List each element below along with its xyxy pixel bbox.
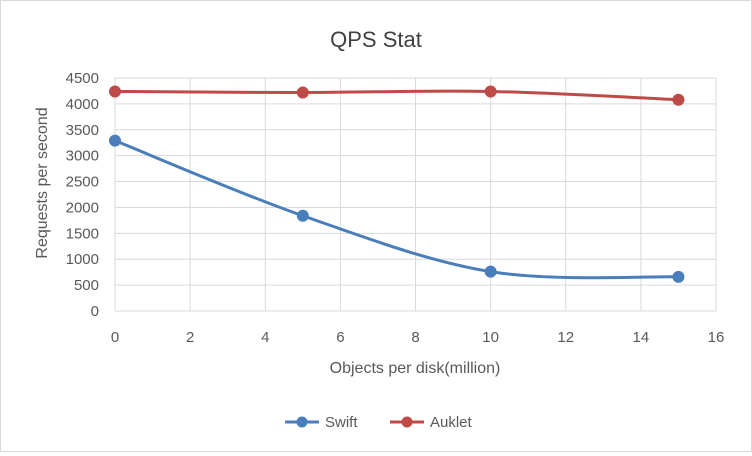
series-group	[109, 85, 685, 283]
x-tick-label: 8	[411, 329, 419, 346]
y-tick-label: 1500	[66, 225, 99, 242]
x-tick-label: 16	[708, 329, 725, 346]
y-tick-label: 2000	[66, 199, 99, 216]
x-tick-label: 10	[482, 329, 499, 346]
y-tick-label: 3000	[66, 148, 99, 165]
legend-label-swift: Swift	[325, 414, 358, 431]
x-tick-label: 2	[186, 329, 194, 346]
y-tick-label: 0	[91, 303, 99, 320]
y-axis-title: Requests per second	[34, 107, 51, 258]
data-point-swift	[109, 134, 121, 147]
data-point-swift	[484, 265, 497, 278]
chart-title: QPS Stat	[330, 27, 422, 52]
y-tick-label: 2500	[66, 174, 99, 191]
legend-swatch-marker	[296, 416, 308, 428]
data-point-auklet	[109, 85, 121, 98]
data-point-swift	[296, 209, 309, 222]
y-tick-label: 4000	[66, 96, 99, 113]
x-tick-label: 14	[633, 329, 650, 346]
data-point-auklet	[484, 85, 497, 98]
axes: 0 500 1000 1500 2000 2500 3000 3500 4000 4500 0 2 4 6…	[66, 70, 725, 346]
x-tick-label: 12	[557, 329, 574, 346]
legend-swatch-marker	[401, 416, 413, 428]
gridlines	[114, 77, 717, 312]
y-tick-label: 3500	[66, 122, 99, 139]
data-point-auklet	[296, 86, 309, 99]
x-tick-label: 6	[336, 329, 344, 346]
x-tick-label: 0	[111, 329, 119, 346]
data-point-auklet	[672, 93, 685, 106]
x-tick-label: 4	[261, 329, 269, 346]
y-tick-label: 500	[74, 277, 99, 294]
legend-label-auklet: Auklet	[430, 414, 473, 431]
data-point-swift	[672, 270, 685, 283]
series-line-swift	[113, 139, 680, 280]
x-axis-title: Objects per disk(million)	[330, 360, 501, 377]
legend: Swift Auklet	[285, 414, 473, 431]
y-tick-label: 4500	[66, 70, 99, 87]
series-line-auklet	[113, 89, 680, 102]
y-tick-label: 1000	[66, 251, 99, 268]
